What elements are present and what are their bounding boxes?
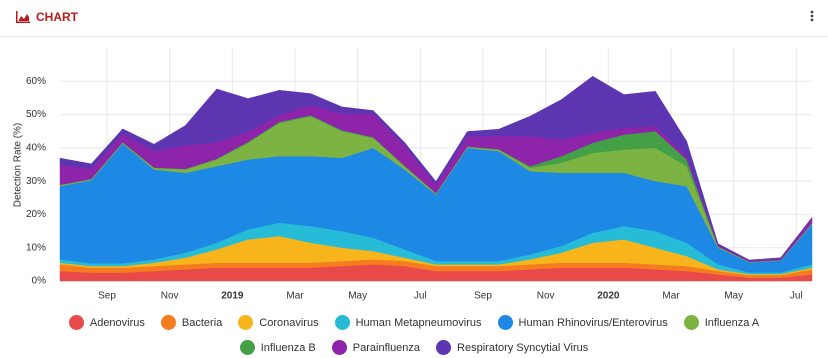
legend-label: Adenovirus <box>89 316 145 329</box>
legend-label: Influenza A <box>704 316 760 329</box>
legend-item[interactable]: Human Rhinovirus/Enterovirus <box>497 313 668 332</box>
y-axis-label: Detection Rate (%) <box>13 123 24 207</box>
x-tick-label: Sep <box>98 291 116 302</box>
x-tick-label: Mar <box>286 291 304 302</box>
x-tick-label: Nov <box>161 291 179 302</box>
legend-swatch <box>160 315 176 330</box>
legend-label: Bacteria <box>181 316 223 329</box>
chart-icon <box>16 11 30 23</box>
card-header: CHART <box>0 0 828 37</box>
legend-item[interactable]: Adenovirus <box>68 313 145 332</box>
legend-item[interactable]: Coronavirus <box>238 313 319 332</box>
menu-button[interactable] <box>808 9 816 23</box>
legend-item[interactable]: Bacteria <box>160 313 223 332</box>
y-tick-label: 10% <box>26 242 46 253</box>
legend-label: Coronavirus <box>259 316 319 329</box>
legend-item[interactable]: Respiratory Syncytial Virus <box>436 338 588 357</box>
x-tick-label: Jul <box>414 291 427 302</box>
legend-label: Respiratory Syncytial Virus <box>457 341 589 354</box>
y-tick-label: 20% <box>26 209 46 220</box>
chart: Detection Rate (%) 0% 10% 20% 30% 40% 50% 60% S… <box>13 48 813 302</box>
legend-swatch <box>683 315 699 330</box>
legend-item[interactable]: Human Metapneumovirus <box>334 313 482 332</box>
x-tick-label: May <box>724 291 743 302</box>
area <box>59 75 813 261</box>
legend-swatch <box>331 340 347 355</box>
x-tick-label: May <box>348 291 367 302</box>
card-title: CHART <box>36 10 78 24</box>
legend-label: Human Metapneumovirus <box>355 316 482 329</box>
legend-swatch <box>436 340 452 355</box>
legend-item[interactable]: Influenza B <box>239 338 316 357</box>
legend-swatch <box>238 315 254 330</box>
y-tick-label: 30% <box>26 176 46 187</box>
x-tick-label: 2019 <box>221 291 244 302</box>
legend-swatch <box>68 315 84 330</box>
legend-swatch <box>239 340 255 355</box>
x-tick-label: Jul <box>790 291 803 302</box>
y-tick-label: 50% <box>26 109 46 120</box>
legend-swatch <box>334 315 350 330</box>
legend-label: Parainfluenza <box>352 341 421 354</box>
x-tick-label: Sep <box>474 291 492 302</box>
x-tick-label: Mar <box>662 291 680 302</box>
y-tick-label: 60% <box>26 76 46 87</box>
legend-label: Influenza B <box>260 341 316 354</box>
x-tick-label: Nov <box>537 291 555 302</box>
legend: Adenovirus Bacteria Coronavirus Human Metap… <box>24 313 804 357</box>
legend-item[interactable]: Parainfluenza <box>331 338 421 357</box>
legend-label: Human Rhinovirus/Enterovirus <box>518 316 668 329</box>
y-tick-label: 0% <box>32 276 47 287</box>
legend-item[interactable]: Influenza A <box>683 313 760 332</box>
y-tick-label: 40% <box>26 142 46 153</box>
legend-swatch <box>497 315 513 330</box>
x-tick-label: 2020 <box>597 291 620 302</box>
